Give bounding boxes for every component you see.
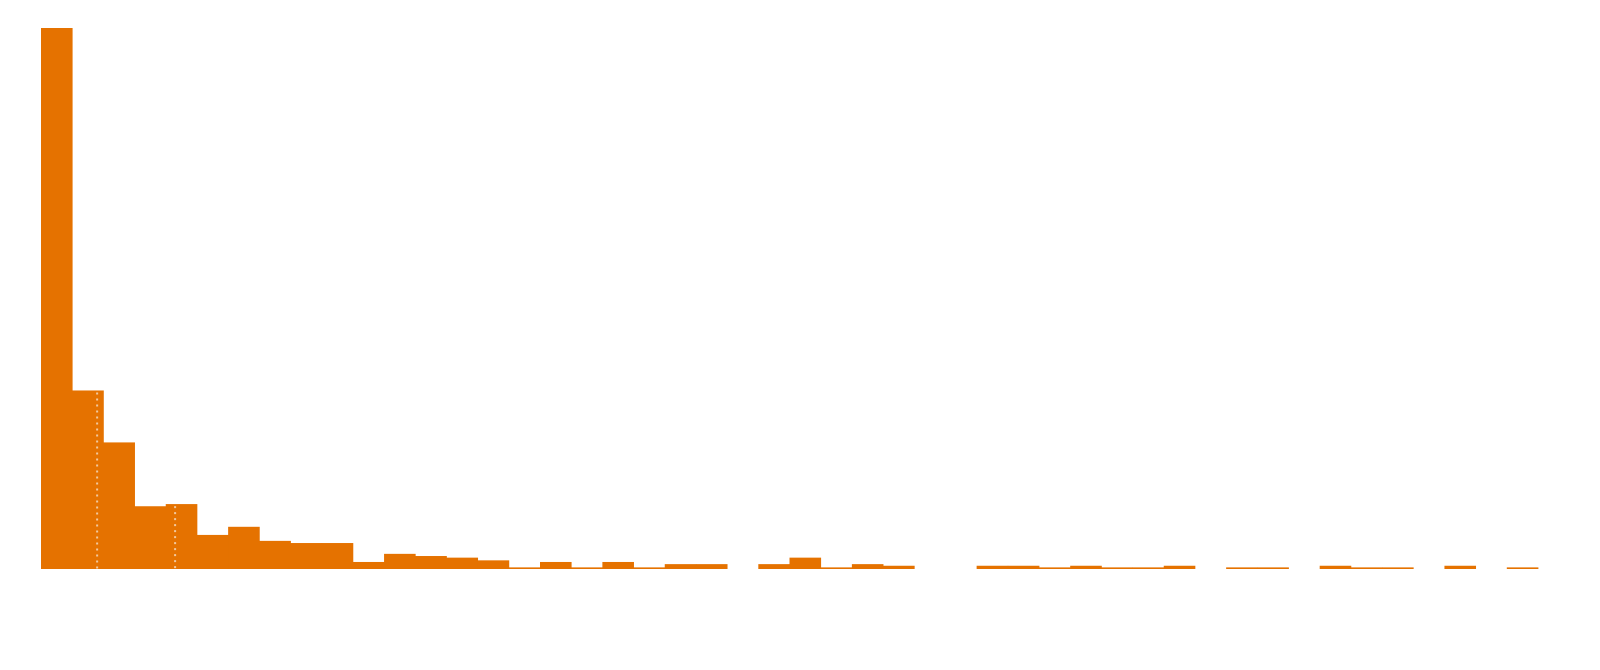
histogram-bar	[1101, 567, 1133, 569]
histogram-bar	[1226, 567, 1258, 569]
histogram-bar	[103, 442, 135, 569]
histogram-bar	[165, 504, 198, 569]
histogram-bar	[1444, 565, 1477, 569]
bars-layer	[41, 28, 1539, 569]
histogram-bar	[134, 506, 167, 569]
histogram-bar	[1007, 565, 1040, 569]
histogram-bar	[477, 560, 510, 569]
histogram-bar	[1070, 565, 1102, 569]
histogram-bar	[695, 564, 728, 569]
histogram-bar	[228, 526, 260, 569]
histogram-bar	[664, 564, 697, 569]
histogram-bar	[1506, 567, 1539, 569]
histogram-bar	[72, 390, 104, 569]
histogram-bar	[820, 567, 853, 569]
histogram-bar	[540, 561, 572, 569]
histogram-bar	[196, 534, 229, 569]
histogram-bar	[1319, 565, 1352, 569]
histogram-bar	[976, 565, 1009, 569]
histogram-bar	[1132, 567, 1165, 569]
histogram-bar	[789, 557, 822, 569]
histogram-bar	[883, 565, 915, 569]
histogram-bar	[1039, 567, 1071, 569]
histogram-bar	[758, 564, 790, 569]
histogram-bar	[851, 564, 884, 569]
histogram-bar	[259, 540, 291, 569]
histogram-bar	[1382, 567, 1414, 569]
histogram-bar	[633, 567, 666, 569]
histogram-bar	[290, 543, 323, 569]
histogram-bar	[384, 553, 416, 569]
histogram-bar	[508, 567, 541, 569]
histogram-bar	[1163, 565, 1196, 569]
histogram-bar	[1257, 567, 1289, 569]
histogram-bar	[321, 543, 354, 569]
histogram-bar	[602, 561, 634, 569]
histogram-bar	[415, 556, 447, 569]
histogram-bar	[41, 28, 73, 569]
histogram-bar	[1350, 567, 1383, 569]
reference-lines-layer	[96, 392, 177, 569]
histogram-bar	[571, 567, 603, 569]
histogram-bar	[446, 557, 479, 569]
histogram-bar	[352, 561, 385, 569]
